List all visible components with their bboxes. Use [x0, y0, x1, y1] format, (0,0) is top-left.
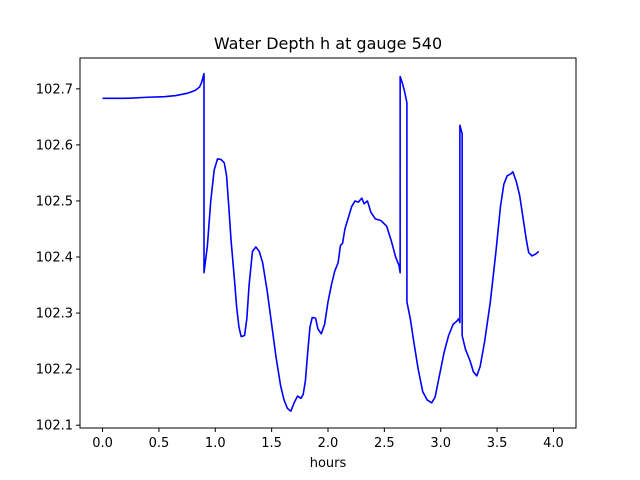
- y-tick-label: 102.5: [36, 194, 73, 209]
- y-tick-label: 102.2: [36, 363, 73, 378]
- x-tick-label: 1.0: [205, 436, 226, 451]
- series-line-0: [102, 72, 540, 412]
- y-tick-label: 102.4: [36, 251, 73, 266]
- x-tick-label: 4.0: [543, 436, 564, 451]
- x-tick-label: 0.5: [149, 436, 170, 451]
- x-tick-label: 1.5: [261, 436, 282, 451]
- y-axis-ticks: 102.1 102.2 102.3 102.4 102.5 102.6 102.7: [36, 82, 80, 434]
- y-tick-label: 102.7: [36, 82, 73, 97]
- y-tick-label: 102.6: [36, 138, 73, 153]
- x-axis-label: hours: [310, 456, 347, 471]
- x-axis-ticks: 0.0 0.5 1.0 1.5 2.0 2.5 3.0 3.5 4.0: [92, 428, 564, 451]
- x-tick-label: 2.5: [374, 436, 395, 451]
- y-tick-label: 102.1: [36, 419, 73, 434]
- x-tick-label: 0.0: [92, 436, 113, 451]
- x-tick-label: 2.0: [318, 436, 339, 451]
- chart-title: Water Depth h at gauge 540: [214, 34, 442, 53]
- y-tick-label: 102.3: [36, 307, 73, 322]
- plot-line-layer: [102, 72, 540, 412]
- x-tick-label: 3.0: [430, 436, 451, 451]
- x-tick-label: 3.5: [487, 436, 508, 451]
